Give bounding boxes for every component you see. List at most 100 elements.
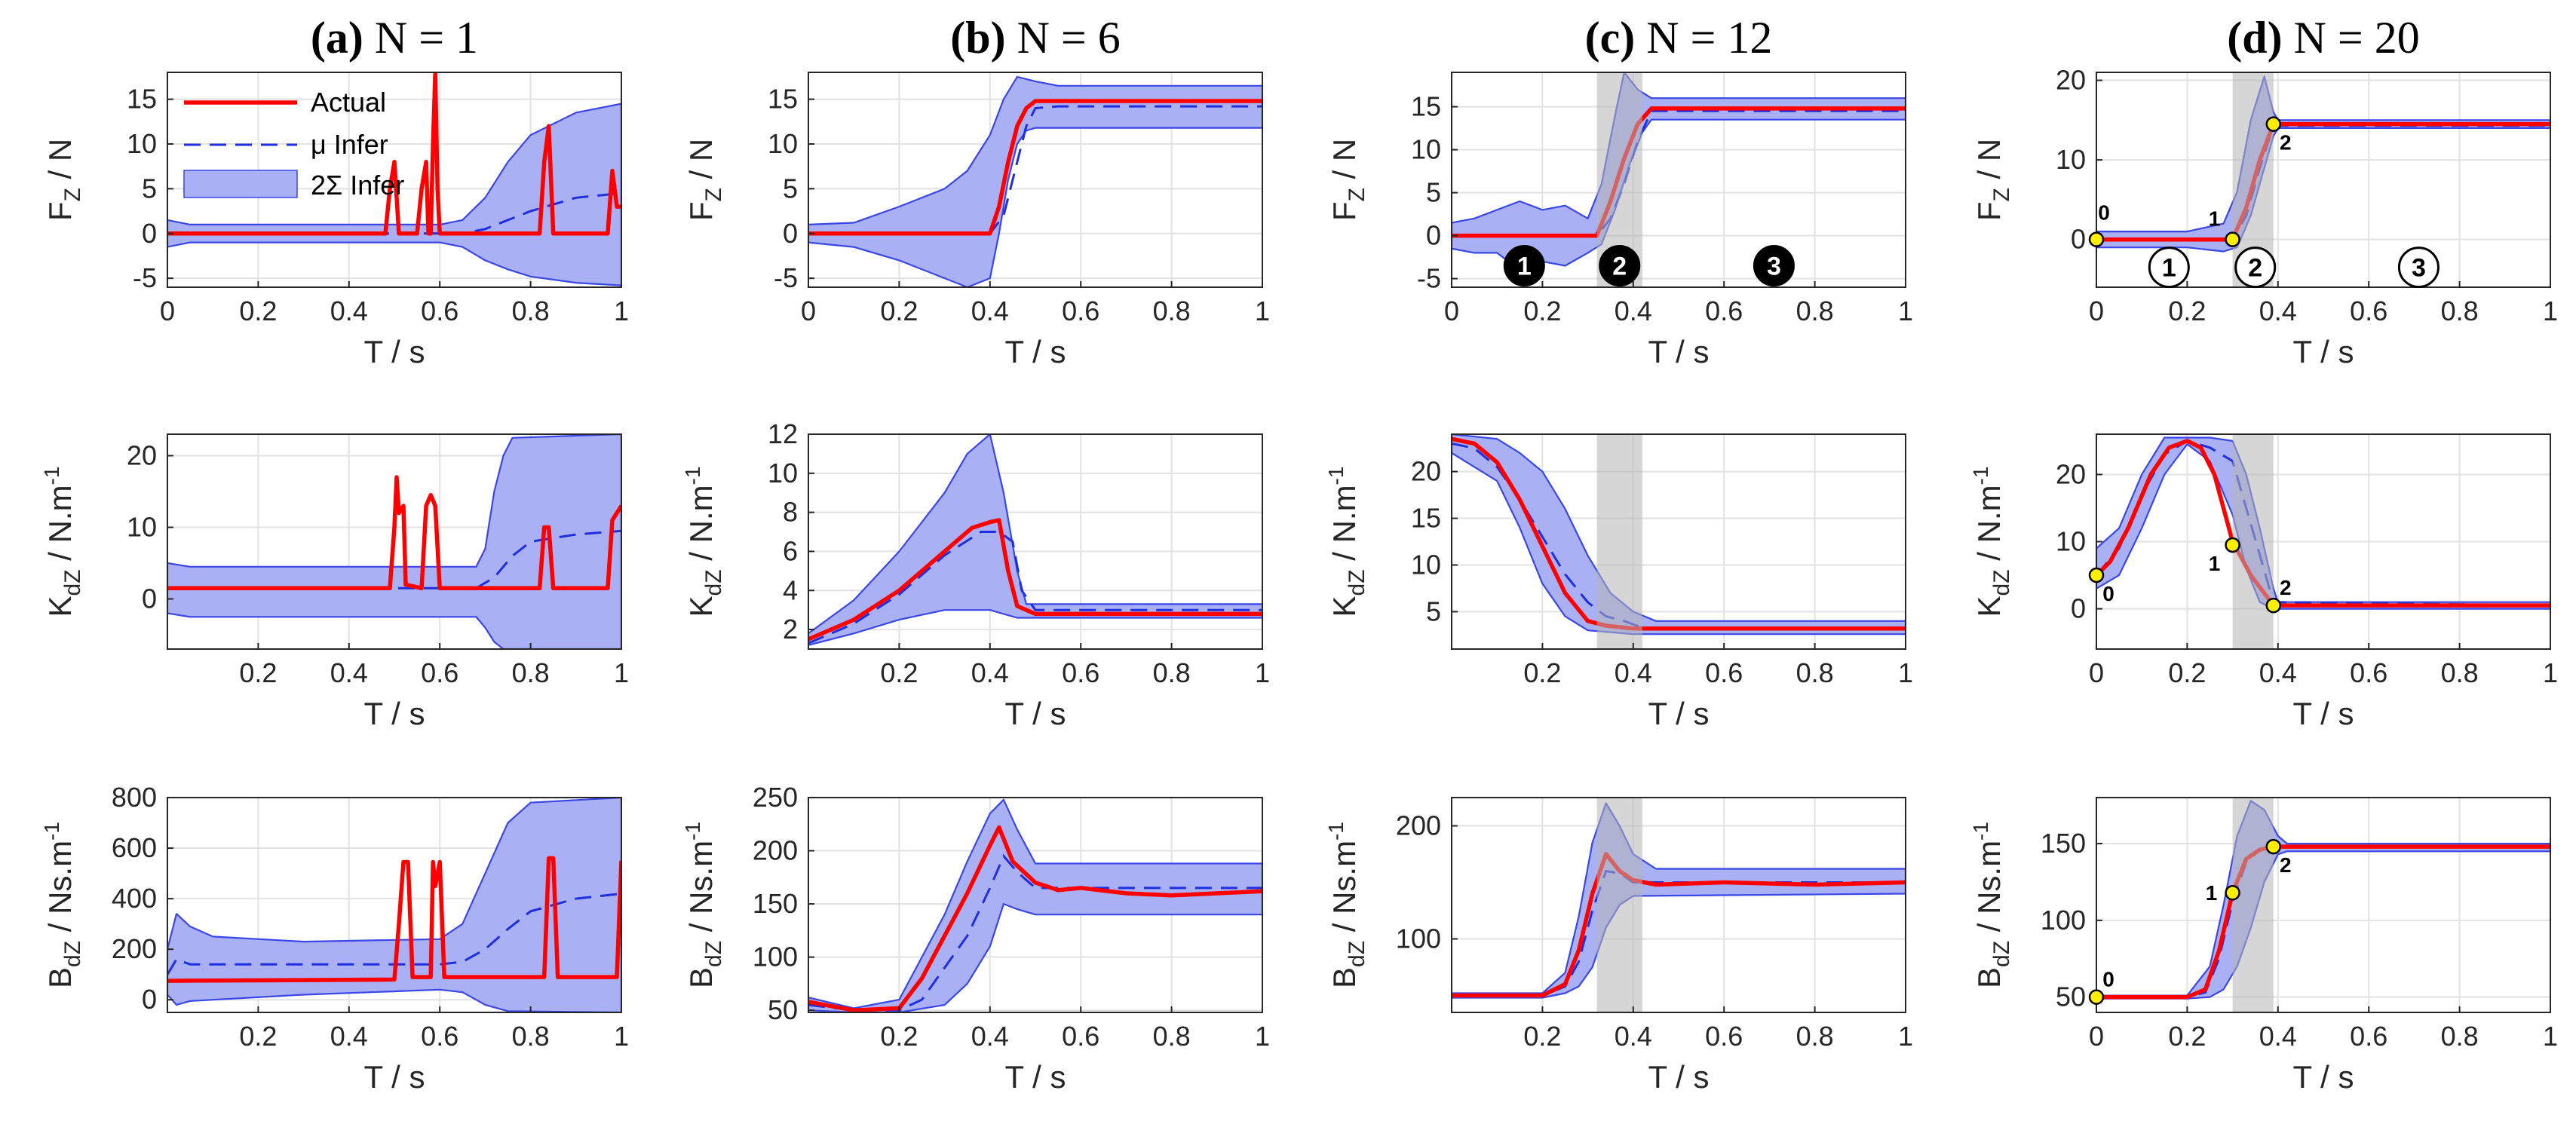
ytick-label-0: -5 xyxy=(774,262,798,293)
plot-content xyxy=(1452,434,1906,649)
ylabel-sub: dZ xyxy=(60,941,85,967)
axes-frame xyxy=(1451,797,1906,1013)
axes-frame xyxy=(1451,72,1906,288)
x-axis-label: T / s xyxy=(1648,696,1710,731)
key-point-label: 2 xyxy=(2280,131,2292,155)
ylabel-sub: dZ xyxy=(1989,569,2014,596)
ytick-label-1: 200 xyxy=(112,933,157,964)
sigma-band xyxy=(1452,434,1906,635)
ylabel-unit: / Ns.m xyxy=(42,841,78,941)
key-point-2: 2 xyxy=(2265,838,2292,877)
ylabel-sub: dZ xyxy=(1989,941,2014,967)
ytick-label-0: 100 xyxy=(1396,923,1441,954)
xtick-label-4: 1 xyxy=(614,1021,629,1052)
ylabel-sub: dZ xyxy=(701,569,726,596)
key-point-1: 1 xyxy=(2206,881,2240,905)
key-point-marker xyxy=(2265,116,2282,132)
xtick-label-0: 0.2 xyxy=(880,657,918,688)
ylabel-main: K xyxy=(42,596,78,617)
xtick-label-1: 0.2 xyxy=(2168,657,2206,688)
phase-number: 1 xyxy=(2162,254,2176,283)
phase-marker-1: 1 xyxy=(1503,245,1545,286)
xtick-label-4: 0.8 xyxy=(2441,296,2479,326)
xtick-label-0: 0.2 xyxy=(1523,657,1561,688)
axes-frame xyxy=(2096,72,2551,288)
key-point-marker xyxy=(2088,231,2105,247)
legend-actual-label: Actual xyxy=(311,87,386,118)
xtick-label-3: 0.8 xyxy=(512,1021,550,1052)
ylabel-unit: / N.m xyxy=(1971,485,2007,569)
ytick-label-1: 10 xyxy=(127,512,157,543)
ylabel-main: K xyxy=(1326,596,1362,617)
xtick-label-5: 1 xyxy=(1898,296,1913,326)
key-point-label: 0 xyxy=(2098,201,2110,225)
x-axis-label: T / s xyxy=(364,1059,425,1095)
sigma-band xyxy=(1452,802,1906,999)
ylabel-sup: -1 xyxy=(40,822,63,841)
xtick-label-1: 0.4 xyxy=(1615,657,1652,688)
plot-content xyxy=(167,798,621,1012)
ytick-label-2: 150 xyxy=(2041,828,2086,859)
x-axis-label: T / s xyxy=(2293,696,2354,731)
xtick-label-2: 0.4 xyxy=(2259,296,2297,326)
axes-frame xyxy=(167,797,622,1013)
phase-circle xyxy=(1503,245,1545,286)
x-axis-label: T / s xyxy=(2293,334,2354,369)
y-axis-label: BdZ / Ns.m-1 xyxy=(1324,822,1369,988)
phase-marker-2: 2 xyxy=(2234,247,2277,289)
xtick-label-1: 0.4 xyxy=(971,657,1009,688)
xtick-label-4: 1 xyxy=(1255,657,1270,688)
ytick-label-2: 20 xyxy=(2056,458,2086,489)
ytick-label-5: 12 xyxy=(768,418,798,449)
xtick-label-3: 0.6 xyxy=(2350,296,2387,326)
y-axis-label: KdZ / N.m-1 xyxy=(40,467,85,617)
ytick-label-1: 10 xyxy=(2056,144,2086,175)
key-point-label: 2 xyxy=(2280,853,2292,877)
ytick-label-1: 100 xyxy=(2041,905,2086,936)
ylabel-unit: / Ns.m xyxy=(683,841,719,941)
ytick-label-0: -5 xyxy=(133,262,157,293)
ytick-label-4: 15 xyxy=(127,84,157,115)
y-axis-label: FZ / N xyxy=(42,139,85,221)
xtick-label-1: 0.4 xyxy=(1615,1021,1652,1052)
ylabel-sub: Z xyxy=(701,188,726,201)
ytick-label-4: 800 xyxy=(112,782,157,813)
key-point-label: 0 xyxy=(2102,582,2114,605)
xtick-label-2: 0.4 xyxy=(2259,657,2297,688)
xtick-label-5: 1 xyxy=(1255,296,1270,326)
ylabel-sub: dZ xyxy=(1345,569,1369,596)
ytick-label-2: 20 xyxy=(127,440,157,471)
x-axis-label: T / s xyxy=(1005,334,1066,369)
ytick-label-0: 0 xyxy=(2071,224,2086,255)
ytick-label-2: 5 xyxy=(783,173,798,204)
xtick-label-2: 0.4 xyxy=(971,296,1009,326)
key-point-2: 2 xyxy=(2265,116,2292,155)
panel-title-letter: (d) xyxy=(2227,13,2282,63)
ylabel-main: F xyxy=(1971,202,2007,222)
xtick-label-2: 0.6 xyxy=(421,657,458,688)
axes-frame xyxy=(1451,433,1906,650)
ylabel-unit: / N xyxy=(1326,139,1362,188)
sigma-band xyxy=(2096,436,2550,610)
xtick-label-1: 0.2 xyxy=(2168,1021,2206,1052)
ytick-label-1: 0 xyxy=(1426,220,1441,251)
ylabel-main: F xyxy=(1326,202,1362,222)
ylabel-sub: Z xyxy=(60,188,85,201)
axes-frame xyxy=(808,72,1263,288)
xtick-label-4: 1 xyxy=(614,657,629,688)
xtick-label-4: 1 xyxy=(1898,657,1913,688)
ylabel-main: F xyxy=(683,202,719,222)
phase-marker-3: 3 xyxy=(2397,247,2440,289)
actual-line xyxy=(167,856,621,983)
panel-title: (a) N = 1 xyxy=(311,13,478,63)
panel-title-n: N = 12 xyxy=(1635,13,1772,63)
ylabel-main: K xyxy=(683,596,719,617)
xtick-label-3: 0.8 xyxy=(1153,1021,1191,1052)
